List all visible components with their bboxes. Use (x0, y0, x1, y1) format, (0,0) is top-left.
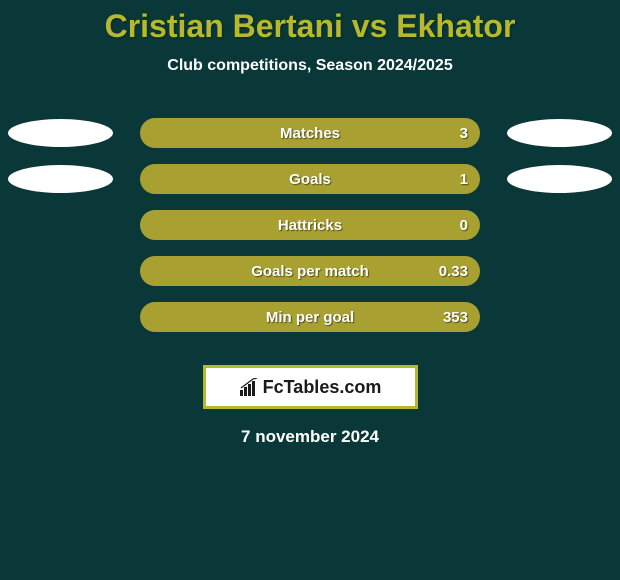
stat-bar: Hattricks 0 (140, 210, 480, 240)
stat-label: Matches (280, 125, 340, 142)
stat-bar: Matches 3 (140, 118, 480, 148)
stat-value: 3 (460, 125, 468, 142)
page-title: Cristian Bertani vs Ekhator (0, 0, 620, 45)
stat-row: Hattricks 0 (0, 202, 620, 248)
stat-value: 0.33 (439, 263, 468, 280)
page-subtitle: Club competitions, Season 2024/2025 (0, 57, 620, 75)
stats-container: Matches 3 Goals 1 Hattricks 0 Goals per … (0, 110, 620, 340)
ellipse-right-icon (507, 165, 612, 193)
stat-value: 1 (460, 171, 468, 188)
stat-value: 353 (443, 309, 468, 326)
stat-bar: Goals per match 0.33 (140, 256, 480, 286)
logo-text: FcTables.com (263, 377, 382, 398)
stat-bar: Min per goal 353 (140, 302, 480, 332)
chart-icon (239, 378, 259, 396)
date-text: 7 november 2024 (0, 427, 620, 447)
logo-box[interactable]: FcTables.com (203, 365, 418, 409)
stat-label: Min per goal (266, 309, 354, 326)
stat-value: 0 (460, 217, 468, 234)
ellipse-left-icon (8, 119, 113, 147)
stat-row: Goals 1 (0, 156, 620, 202)
stat-row: Matches 3 (0, 110, 620, 156)
ellipse-left-icon (8, 165, 113, 193)
ellipse-right-icon (507, 119, 612, 147)
stat-label: Goals (289, 171, 331, 188)
stat-bar: Goals 1 (140, 164, 480, 194)
stat-label: Hattricks (278, 217, 342, 234)
stat-label: Goals per match (251, 263, 369, 280)
logo-content: FcTables.com (239, 377, 382, 398)
stat-row: Min per goal 353 (0, 294, 620, 340)
stat-row: Goals per match 0.33 (0, 248, 620, 294)
